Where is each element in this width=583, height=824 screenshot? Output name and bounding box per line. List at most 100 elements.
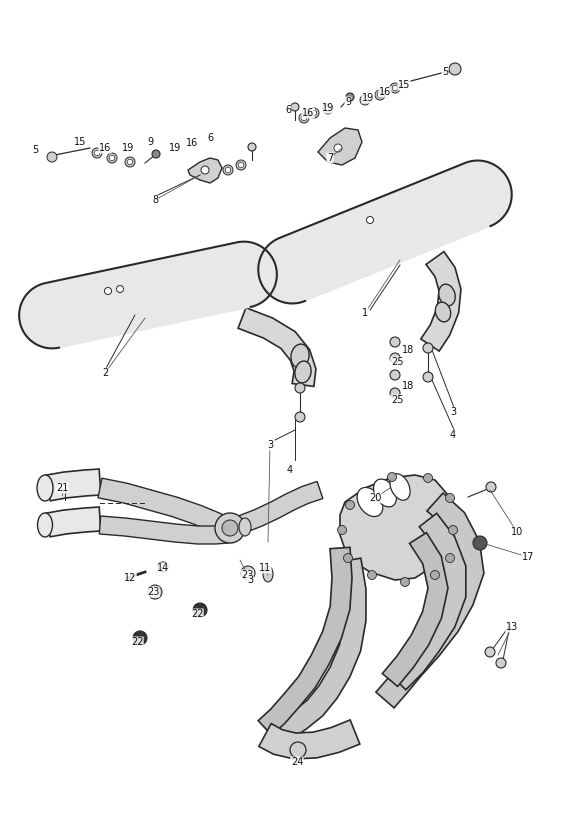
Circle shape <box>309 108 319 118</box>
Polygon shape <box>376 493 484 708</box>
Circle shape <box>92 148 102 158</box>
Ellipse shape <box>436 302 451 322</box>
Circle shape <box>449 63 461 75</box>
Text: 6: 6 <box>285 105 291 115</box>
Circle shape <box>193 603 207 617</box>
Ellipse shape <box>439 284 455 306</box>
Text: 14: 14 <box>157 563 169 573</box>
Text: 23: 23 <box>241 570 253 580</box>
Text: 22: 22 <box>191 609 203 619</box>
Circle shape <box>223 165 233 175</box>
Text: 24: 24 <box>291 757 303 767</box>
Text: 16: 16 <box>99 143 111 153</box>
Polygon shape <box>99 516 229 544</box>
Ellipse shape <box>374 479 396 507</box>
Circle shape <box>125 157 135 167</box>
Text: 11: 11 <box>259 563 271 573</box>
Circle shape <box>109 155 115 161</box>
Circle shape <box>346 500 354 509</box>
Circle shape <box>375 90 385 100</box>
Text: 16: 16 <box>379 87 391 97</box>
Text: 9: 9 <box>345 97 351 107</box>
Circle shape <box>225 167 231 173</box>
Text: 13: 13 <box>506 622 518 632</box>
Circle shape <box>127 159 133 165</box>
Text: 25: 25 <box>391 395 403 405</box>
Circle shape <box>323 104 333 114</box>
Polygon shape <box>318 128 362 165</box>
Text: 19: 19 <box>362 93 374 103</box>
Circle shape <box>390 370 400 380</box>
Text: 1: 1 <box>362 308 368 318</box>
Ellipse shape <box>239 518 251 536</box>
Circle shape <box>325 106 331 112</box>
Circle shape <box>360 95 370 105</box>
Circle shape <box>392 85 398 91</box>
Circle shape <box>107 153 117 163</box>
Text: 3: 3 <box>247 575 253 585</box>
Circle shape <box>388 472 396 481</box>
Text: 2: 2 <box>102 368 108 378</box>
Circle shape <box>377 92 383 98</box>
Polygon shape <box>19 241 277 349</box>
Text: 22: 22 <box>131 637 143 647</box>
Circle shape <box>94 150 100 156</box>
Circle shape <box>291 103 299 111</box>
Text: 12: 12 <box>124 573 136 583</box>
Circle shape <box>117 285 124 293</box>
Text: 20: 20 <box>369 493 381 503</box>
Text: 19: 19 <box>169 143 181 153</box>
Circle shape <box>362 97 368 103</box>
Circle shape <box>423 372 433 382</box>
Ellipse shape <box>37 475 53 501</box>
Circle shape <box>343 554 353 563</box>
Circle shape <box>295 412 305 422</box>
Text: 3: 3 <box>267 440 273 450</box>
Circle shape <box>215 513 245 543</box>
Circle shape <box>430 570 440 579</box>
Ellipse shape <box>295 361 311 383</box>
Polygon shape <box>98 478 232 537</box>
Polygon shape <box>188 158 222 183</box>
Text: 21: 21 <box>56 483 68 493</box>
Polygon shape <box>267 558 366 747</box>
Text: 3: 3 <box>450 407 456 417</box>
Circle shape <box>311 110 317 115</box>
Circle shape <box>201 166 209 174</box>
Circle shape <box>104 288 111 294</box>
Text: 5: 5 <box>442 67 448 77</box>
Polygon shape <box>258 161 512 303</box>
Circle shape <box>236 160 246 170</box>
Polygon shape <box>45 469 101 501</box>
Text: 15: 15 <box>74 137 86 147</box>
Text: 19: 19 <box>122 143 134 153</box>
Circle shape <box>445 494 455 503</box>
Circle shape <box>248 143 256 151</box>
Text: 4: 4 <box>287 465 293 475</box>
Text: 16: 16 <box>186 138 198 148</box>
Text: 23: 23 <box>147 587 159 597</box>
Circle shape <box>390 353 400 363</box>
Text: 8: 8 <box>152 195 158 205</box>
Text: 9: 9 <box>147 137 153 147</box>
Text: 16: 16 <box>302 108 314 118</box>
Circle shape <box>486 482 496 492</box>
Circle shape <box>423 474 433 483</box>
Polygon shape <box>259 720 360 759</box>
Polygon shape <box>258 547 352 735</box>
Circle shape <box>295 383 305 393</box>
Text: 4: 4 <box>450 430 456 440</box>
Circle shape <box>485 647 495 657</box>
Circle shape <box>338 526 346 535</box>
Circle shape <box>133 631 147 645</box>
Text: 18: 18 <box>402 345 414 355</box>
Circle shape <box>473 536 487 550</box>
Circle shape <box>390 388 400 398</box>
Text: 25: 25 <box>391 357 403 367</box>
Circle shape <box>448 526 458 535</box>
Polygon shape <box>237 481 323 533</box>
Circle shape <box>346 93 354 101</box>
Text: 10: 10 <box>511 527 523 537</box>
Circle shape <box>148 585 162 599</box>
Circle shape <box>299 113 309 123</box>
